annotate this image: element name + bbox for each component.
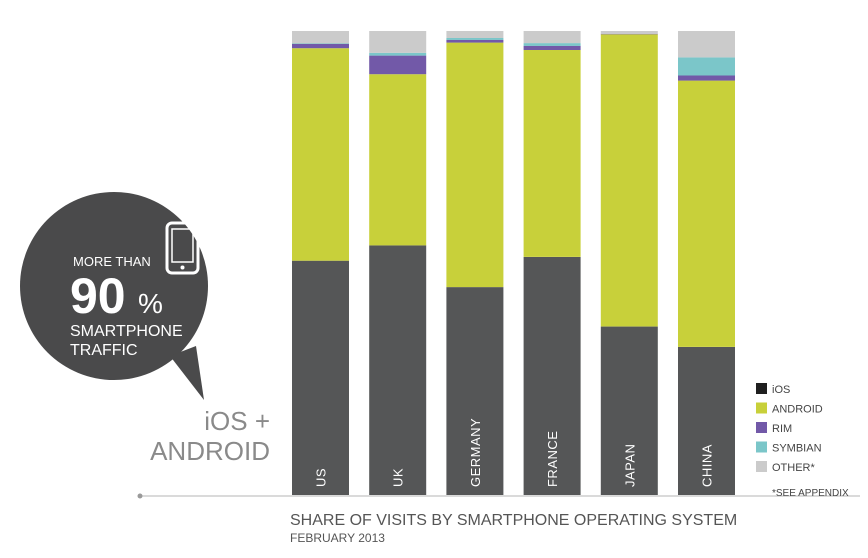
bar-segment-france-symbian — [523, 43, 581, 46]
bar-segment-france-rim — [523, 45, 581, 50]
bar-segment-germany-rim — [446, 39, 504, 43]
bar-segment-japan-ios — [600, 326, 658, 495]
legend-label-symbian: SYMBIAN — [772, 443, 822, 455]
legend-label-android: ANDROID — [772, 404, 823, 416]
category-label-china: CHINA — [700, 444, 715, 487]
bars-group: US UK GERMANY FRANCE JAPAN CHINA — [292, 31, 735, 495]
callout-line1: MORE THAN — [73, 254, 151, 269]
bar-segment-us-ios — [292, 260, 349, 495]
bar-segment-china-other — [678, 31, 735, 58]
bar-segment-japan-android — [600, 34, 658, 327]
category-label-france: FRANCE — [545, 431, 560, 487]
chart-subtitle: FEBRUARY 2013 — [290, 531, 385, 545]
callout-line3: TRAFFIC — [70, 342, 138, 359]
legend: iOS ANDROID RIM SYMBIAN OTHER* — [756, 383, 823, 474]
legend-swatch-rim — [756, 422, 767, 433]
legend-swatch-android — [756, 402, 767, 414]
callout-big-number: 90 — [70, 268, 126, 324]
legend-label-other: OTHER* — [772, 462, 816, 474]
chart-title: SHARE OF VISITS BY SMARTPHONE OPERATING … — [290, 512, 737, 529]
bar-segment-uk-symbian — [369, 52, 427, 56]
bar-segment-china-rim — [678, 75, 735, 81]
bar-segment-china-symbian — [678, 57, 735, 76]
category-label-germany: GERMANY — [468, 418, 483, 487]
legend-label-ios: iOS — [772, 384, 790, 396]
legend-swatch-symbian — [756, 441, 767, 453]
side-label-line2: ANDROID — [150, 436, 270, 466]
bar-segment-uk-rim — [369, 55, 427, 75]
side-label-line1: iOS + — [204, 406, 270, 436]
bar-segment-germany-android — [446, 42, 504, 288]
category-label-uk: UK — [391, 468, 406, 487]
legend-swatch-other — [756, 461, 767, 472]
bar-segment-us-symbian — [292, 43, 349, 44]
callout-percent: % — [138, 288, 163, 319]
appendix-note: *SEE APPENDIX — [772, 488, 849, 499]
callout-line2: SMARTPHONE — [70, 323, 183, 340]
bar-segment-uk-ios — [369, 245, 427, 495]
bar-segment-germany-ios — [446, 287, 504, 495]
bar-segment-china-android — [678, 80, 735, 347]
category-label-us: US — [314, 468, 329, 487]
bar-segment-uk-other — [369, 31, 427, 53]
bar-segment-uk-android — [369, 74, 427, 246]
callout-bubble: MORE THAN 90 % SMARTPHONE TRAFFIC — [20, 192, 208, 400]
bar-segment-us-android — [292, 48, 349, 261]
bar-segment-germany-symbian — [446, 38, 504, 40]
bar-segment-china-ios — [678, 347, 735, 495]
bar-segment-france-other — [523, 31, 581, 44]
category-label-japan: JAPAN — [622, 444, 637, 487]
bar-segment-japan-other — [600, 31, 658, 34]
legend-swatch-ios — [756, 383, 767, 394]
bar-segment-france-android — [523, 50, 581, 257]
bar-segment-france-ios — [523, 257, 581, 495]
bar-segment-us-other — [292, 31, 349, 44]
smartphone-icon — [165, 221, 200, 275]
legend-label-rim: RIM — [772, 423, 792, 435]
bar-segment-japan-rim — [600, 33, 658, 35]
baseline-dot — [137, 493, 143, 499]
bar-segment-germany-other — [446, 31, 504, 38]
bar-segment-us-rim — [292, 44, 349, 49]
